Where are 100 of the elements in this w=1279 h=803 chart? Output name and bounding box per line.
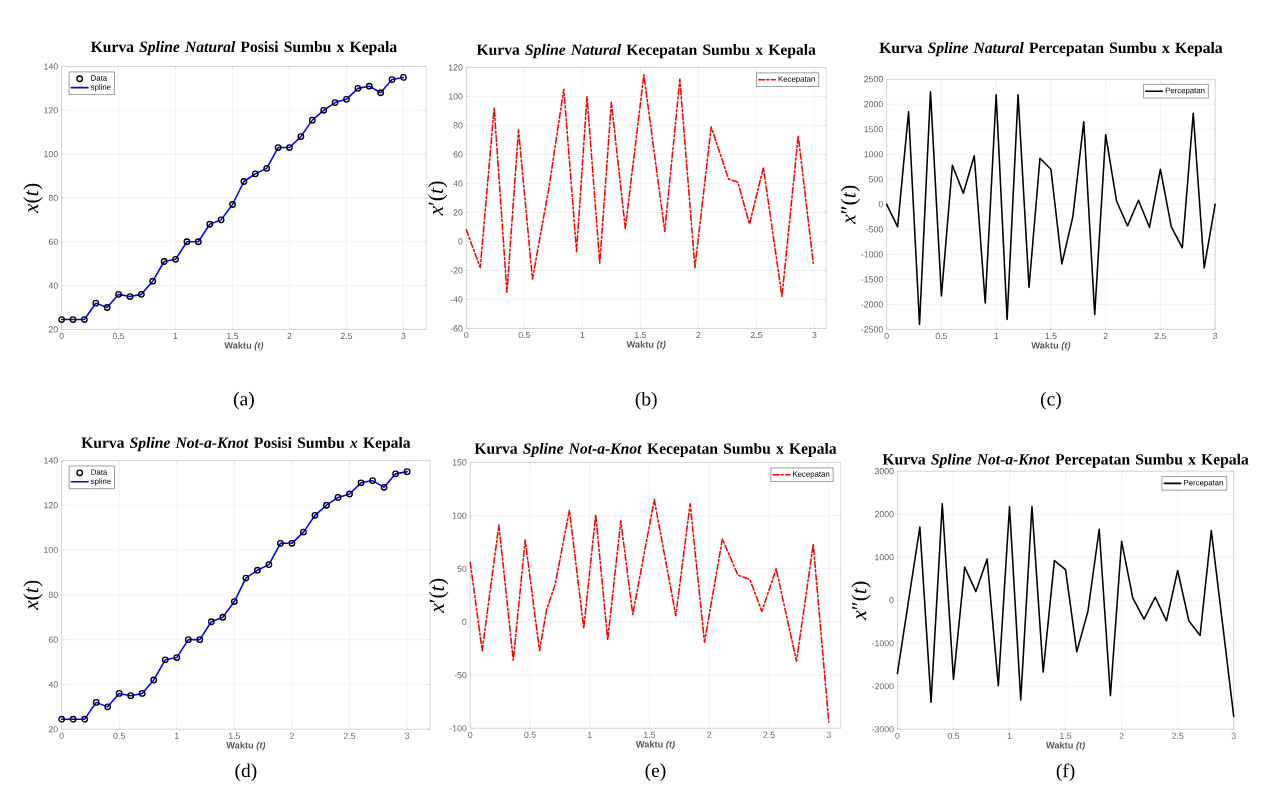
x-tick-label: 0.5 — [112, 333, 125, 340]
x-axis-title: Waktu (t) — [226, 741, 266, 751]
x-tick-label: 1 — [587, 731, 592, 738]
chart-title: Kurva Spline Natural Percepatan Sumbu x Kepala — [879, 42, 1223, 57]
x-tick-label: 1.5 — [644, 731, 656, 739]
y-tick-label: -2500 — [861, 326, 883, 333]
x-tick-label: 3 — [812, 332, 817, 339]
point — [253, 567, 261, 574]
y-tick-label: 20 — [48, 726, 58, 733]
x-tick-label: 2.5 — [340, 333, 353, 340]
y-axis-title: x″(t) — [851, 581, 871, 621]
x-tick-label: 3 — [1231, 732, 1236, 740]
y-tick-label: 20 — [453, 209, 463, 216]
chart-title: Kurva Spline Natural Kecepatan Sumbu x Kepala — [476, 44, 816, 59]
point — [311, 512, 319, 519]
y-tick-label: 60 — [453, 151, 463, 158]
y-tick-label: 500 — [868, 176, 883, 183]
y-tick-label: 0 — [458, 238, 463, 245]
point — [183, 238, 191, 246]
point — [230, 598, 238, 606]
point — [346, 490, 353, 498]
y-tick-label: 120 — [448, 64, 463, 71]
y-tick-label: 80 — [48, 591, 58, 599]
x-axis-title: Waktu (t) — [1031, 342, 1071, 351]
y-tick-label: -500 — [866, 226, 883, 233]
text: (b) — [635, 392, 657, 410]
point — [58, 715, 65, 723]
chart-title: Kurva Spline Not-a-Knot Posisi Sumbu x Kepala — [81, 437, 411, 452]
y-tick-label: 100 — [44, 151, 58, 158]
point — [194, 238, 202, 246]
line-series — [465, 74, 815, 298]
x-tick-label: 1 — [1007, 732, 1012, 739]
x-tick-label: 2.5 — [343, 732, 356, 740]
x-tick-label: 0 — [59, 732, 64, 740]
point — [369, 477, 376, 485]
x-tick-label: 3 — [405, 732, 410, 740]
point — [104, 703, 112, 711]
text: (a) — [233, 392, 254, 410]
y-tick-label: -1000 — [861, 251, 883, 258]
y-tick-label: 80 — [48, 195, 58, 202]
y-tick-label: 20 — [48, 326, 58, 333]
x-tick-label: 3 — [401, 333, 406, 340]
point — [343, 96, 350, 103]
point — [137, 291, 145, 298]
y-tick-label: 1500 — [864, 126, 883, 133]
point — [403, 468, 411, 476]
point — [240, 178, 248, 186]
point — [331, 99, 339, 107]
point — [172, 256, 179, 263]
y-tick-label: -2000 — [871, 683, 894, 690]
y-tick-label: 40 — [48, 681, 58, 688]
point — [184, 636, 192, 644]
y-tick-label: 60 — [48, 636, 58, 643]
x-tick-label: 0.5 — [935, 333, 948, 340]
point — [92, 299, 100, 307]
y-tick-label: -20 — [450, 267, 463, 274]
y-axis-title: x′(t) — [429, 579, 449, 614]
point — [251, 170, 259, 178]
y-tick-label: 140 — [44, 63, 58, 70]
point — [334, 494, 342, 501]
x-tick-label: 1 — [994, 333, 999, 340]
x-tick-label: 0.5 — [518, 332, 531, 339]
y-tick-label: 2000 — [874, 511, 894, 518]
point — [115, 291, 122, 298]
y-tick-label: 2500 — [864, 76, 883, 83]
point — [115, 690, 123, 698]
chart-title: Kurva Spline Natural Posisi Sumbu x Kepala — [90, 41, 397, 56]
x-tick-label: 1.5 — [228, 732, 241, 740]
y-tick-label: 100 — [452, 512, 467, 519]
chart-title: Kurva Spline Not-a-Knot Percepatan Sumbu x Kepala — [882, 453, 1249, 468]
y-tick-label: -100 — [449, 725, 467, 732]
y-tick-label: 140 — [44, 457, 58, 464]
point — [265, 561, 273, 569]
point — [217, 216, 225, 224]
x-tick-label: 1 — [173, 333, 178, 340]
x-axis-title: Waktu (t) — [1045, 741, 1085, 751]
y-axis-title: x″(t) — [840, 185, 861, 225]
y-tick-label: -1000 — [871, 640, 894, 647]
point — [69, 316, 77, 324]
y-tick-label: 100 — [44, 547, 58, 554]
x-tick-label: 0.5 — [113, 732, 125, 740]
x-tick-label: 2 — [287, 333, 292, 340]
x-tick-label: 1 — [175, 732, 179, 739]
point — [400, 74, 407, 82]
x-tick-label: 2 — [289, 732, 294, 740]
point — [206, 221, 214, 228]
x-axis-title: Waktu (t) — [635, 740, 675, 750]
point — [173, 654, 181, 662]
y-tick-label: 40 — [48, 282, 58, 289]
y-tick-label: 100 — [448, 93, 463, 100]
y-tick-label: 120 — [44, 107, 58, 114]
point — [277, 540, 284, 547]
y-axis-title: x(t) — [23, 184, 43, 214]
line-series — [469, 499, 830, 723]
x-tick-label: 1.5 — [634, 332, 647, 339]
point — [138, 690, 146, 698]
point — [308, 116, 316, 124]
y-tick-label: 40 — [453, 180, 463, 187]
line-series — [896, 503, 1235, 718]
point — [297, 133, 305, 141]
